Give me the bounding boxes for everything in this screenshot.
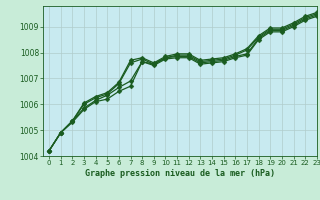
X-axis label: Graphe pression niveau de la mer (hPa): Graphe pression niveau de la mer (hPa) [85,169,275,178]
